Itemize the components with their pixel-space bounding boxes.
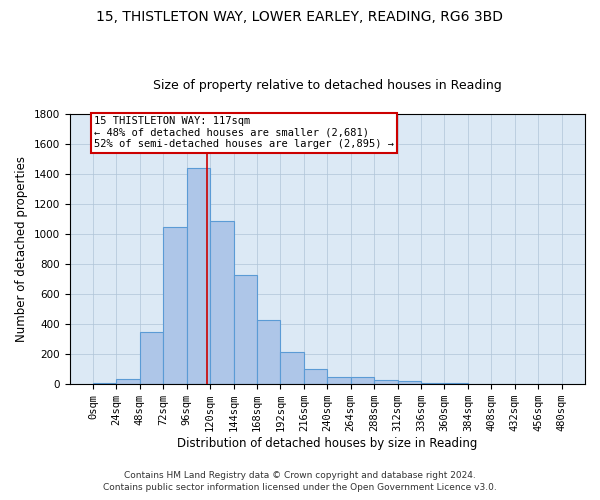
Bar [374,380,398,384]
Bar [210,220,233,384]
Bar [257,320,280,384]
Y-axis label: Number of detached properties: Number of detached properties [15,156,28,342]
Bar [350,378,374,384]
Text: 15, THISTLETON WAY, LOWER EARLEY, READING, RG6 3BD: 15, THISTLETON WAY, LOWER EARLEY, READIN… [97,10,503,24]
Bar [304,369,327,384]
Text: Contains HM Land Registry data © Crown copyright and database right 2024.
Contai: Contains HM Land Registry data © Crown c… [103,471,497,492]
Bar [187,168,210,384]
X-axis label: Distribution of detached houses by size in Reading: Distribution of detached houses by size … [177,437,478,450]
Bar [163,226,187,384]
Bar [93,382,116,384]
Title: Size of property relative to detached houses in Reading: Size of property relative to detached ho… [153,79,502,92]
Bar [280,352,304,384]
Bar [421,382,445,384]
Bar [327,376,350,384]
Bar [398,381,421,384]
Bar [233,276,257,384]
Text: 15 THISTLETON WAY: 117sqm
← 48% of detached houses are smaller (2,681)
52% of se: 15 THISTLETON WAY: 117sqm ← 48% of detac… [94,116,394,150]
Bar [116,379,140,384]
Bar [140,332,163,384]
